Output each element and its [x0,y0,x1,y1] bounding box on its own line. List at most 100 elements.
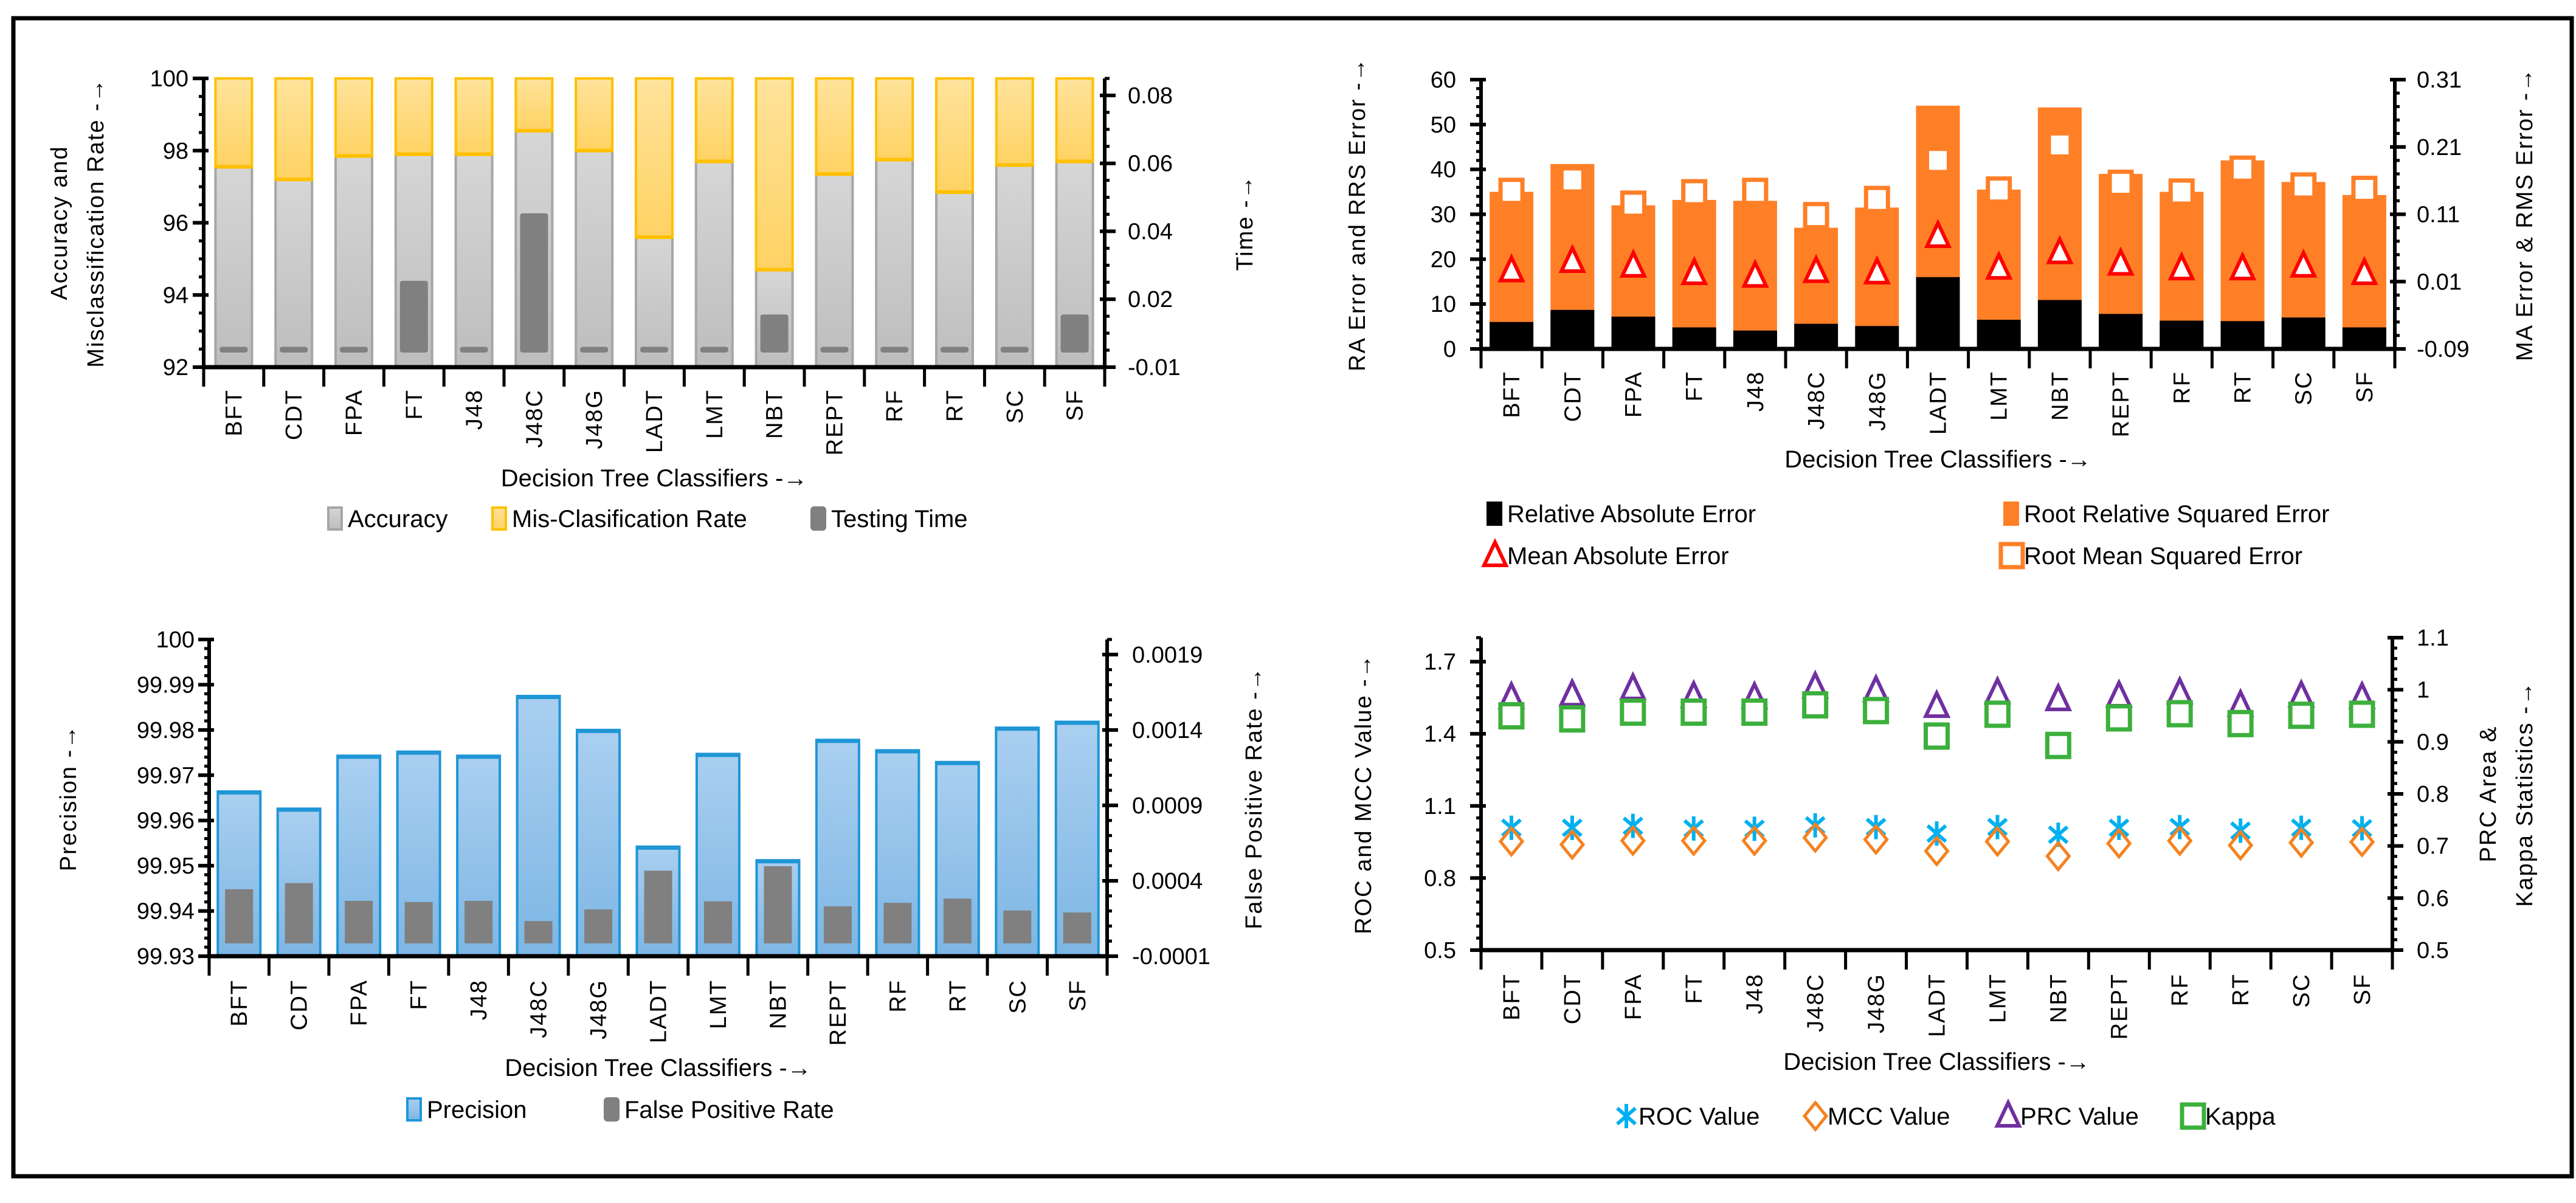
bar [394,77,433,156]
bar [1550,309,1595,349]
bar-edge [996,163,1033,167]
category-label: CDT [1560,371,1586,422]
category-label: LADT [1926,371,1952,435]
data-point [1925,146,1951,174]
bar [1916,277,1960,349]
data-point [1558,244,1587,274]
bar [1794,323,1839,349]
legend-label: PRC Value [2020,1103,2139,1130]
data-point [1680,255,1708,285]
y2-tick-label: -0.01 [1128,355,1181,381]
category-label: J48 [1742,973,1768,1014]
bar [1855,326,1899,349]
y2-tick-label: 0.6 [2417,886,2449,911]
data-point [1802,253,1830,283]
category-label: J48 [1743,371,1769,412]
bar [820,346,849,353]
legend-marker-icon [1998,542,2025,570]
category-label: FT [402,389,427,419]
asterisk-stroke [1561,818,1583,838]
legend-item: Precision [406,1097,527,1123]
chart-panel-2: 0 10 20 30 40 50 60 -0.09 0.01 0.11 0.21 0.31 BFT CDT… [1345,57,2538,570]
bar [1063,912,1091,943]
category-label: FT [407,979,432,1010]
data-point [2227,709,2254,737]
bar [575,77,614,152]
data-point [2167,825,2193,857]
data-point [1559,705,1586,733]
bar-cap [1055,722,1099,725]
y2-tick-label: 0.0014 [1132,718,1203,743]
y-tick-label: 92 [163,355,188,381]
legend-item: Root Mean Squared Error [1998,542,2302,570]
data-point [2350,255,2378,285]
y-tick-label: 99.93 [137,944,195,970]
bar [225,889,254,943]
figure-border [11,16,2574,1179]
series-kappa [1498,691,2375,759]
bar-edge [1056,159,1093,164]
data-point [1681,179,1708,207]
legend-item: Root Relative Squared Error [2003,501,2329,528]
chart-panel-3: 99.93 99.94 99.95 99.96 99.97 99.98 99.99 100 -0… [56,627,1267,1123]
y2-axis-title: PRC Area & [2476,726,2501,863]
category-label: RF [885,979,911,1013]
y2-tick-label: 0.7 [2417,834,2449,860]
data-point [1984,250,2013,280]
y-tick-label: 1.7 [1424,650,1456,675]
bar [334,77,373,157]
y2-tick-label: 0.06 [1128,151,1173,177]
category-label: SC [1005,979,1031,1014]
data-point [1924,219,1952,249]
y-tick-label: 99.97 [137,763,195,788]
bar [815,77,854,176]
data-point [2045,731,2071,759]
legend-label: False Positive Rate [624,1097,834,1123]
series-false-positive-rate [225,866,1091,943]
bar [2037,300,2082,349]
bar [815,173,854,368]
legend-item: Mis-Clasification Rate [491,506,747,533]
data-point [2105,704,2132,732]
data-point [2168,178,2195,206]
category-label: RF [2169,371,2195,404]
data-point [1619,670,1647,700]
data-point [2349,700,2375,728]
data-point [1803,202,1829,230]
y2-tick-label: 0.08 [1128,83,1173,109]
bar [1977,320,2021,349]
asterisk-stroke [1616,1106,1637,1126]
legend-item: MCC Value [1802,1100,1950,1132]
data-point [2046,131,2073,159]
bar [823,906,852,943]
bar [703,901,732,943]
legend-label: Accuracy [348,506,448,533]
legend-label: Mean Absolute Error [1507,543,1729,570]
category-label: SC [1003,389,1028,424]
y2-axis-title: False Positive Rate -→ [1241,666,1267,929]
y-tick-label: 10 [1431,292,1456,317]
data-point [1741,258,1769,288]
axes: 92 94 96 98 100 -0.01 0.02 0.04 0.06 0.08 BFT CDT FP… [150,66,1181,455]
chart-panel-1: 92 94 96 98 100 -0.01 0.02 0.04 0.06 0.08 BFT CDT FP… [47,66,1258,533]
legend: Precision False Positive Rate [406,1097,834,1123]
bar-cap [277,808,320,812]
bar [274,178,314,368]
category-label: FPA [342,389,367,436]
bar-edge [756,267,793,272]
bar [514,77,554,133]
legend-item: Accuracy [327,506,448,533]
category-label: BFT [227,979,252,1027]
bar [280,346,308,353]
bar [340,346,368,353]
bar [875,158,914,368]
y-tick-label: 50 [1431,112,1456,138]
bar-edge [876,157,913,162]
y2-tick-label: 0.0009 [1132,793,1203,819]
bar [941,346,969,353]
category-label: SF [2352,371,2378,403]
data-point [2044,681,2073,711]
data-point [1984,700,2011,728]
legend-marker-icon [1994,1098,2022,1128]
